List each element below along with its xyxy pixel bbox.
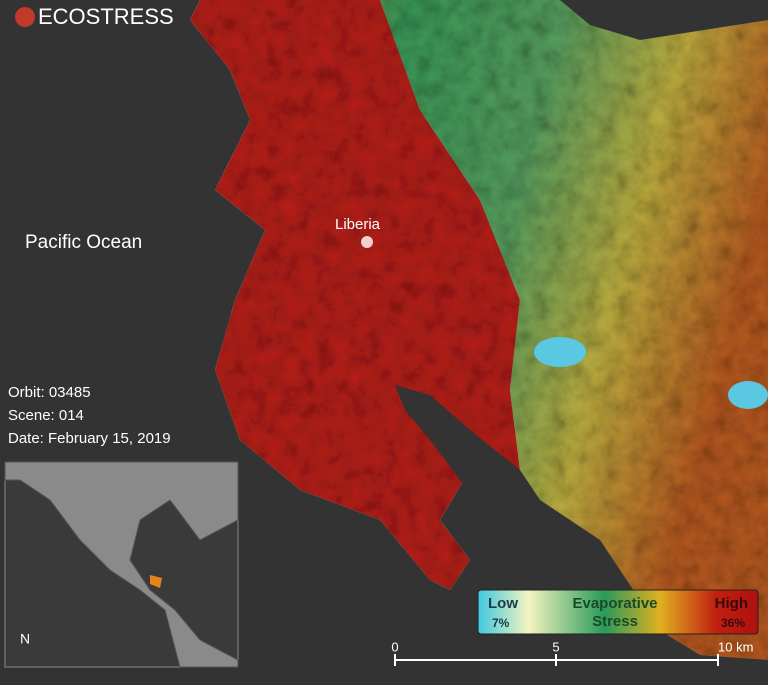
legend: Low 7% Evaporative Stress High 36% xyxy=(477,589,759,635)
inset-map: N xyxy=(4,461,239,668)
scale-bar: 0 5 10 km xyxy=(391,639,753,666)
date: Date: February 15, 2019 xyxy=(8,430,171,447)
legend-low: Low xyxy=(488,595,518,612)
scale-label: 0 xyxy=(391,639,398,654)
title: ECOSTRESS xyxy=(38,4,174,29)
city-marker xyxy=(361,236,373,248)
legend-high: High xyxy=(715,595,748,612)
inset-highlight xyxy=(150,575,162,588)
legend-title: Stress xyxy=(592,613,638,630)
inset-land xyxy=(4,461,239,668)
lake xyxy=(728,381,768,409)
legend-high-value: 36% xyxy=(721,616,745,630)
scene: Scene: 014 xyxy=(8,407,84,424)
legend-title: Evaporative xyxy=(572,595,657,612)
north-arrow: N xyxy=(20,631,30,647)
orbit: Orbit: 03485 xyxy=(8,384,91,401)
lake xyxy=(534,337,586,367)
ocean-label: Pacific Ocean xyxy=(25,232,142,253)
legend-low-value: 7% xyxy=(492,616,510,630)
scale-label: 5 xyxy=(552,639,559,654)
logo xyxy=(15,7,35,27)
legend-bar xyxy=(477,589,759,635)
scale-label: 10 km xyxy=(718,639,753,654)
city-label: Liberia xyxy=(335,216,381,233)
sea-north xyxy=(560,0,768,40)
gulf xyxy=(395,385,640,610)
